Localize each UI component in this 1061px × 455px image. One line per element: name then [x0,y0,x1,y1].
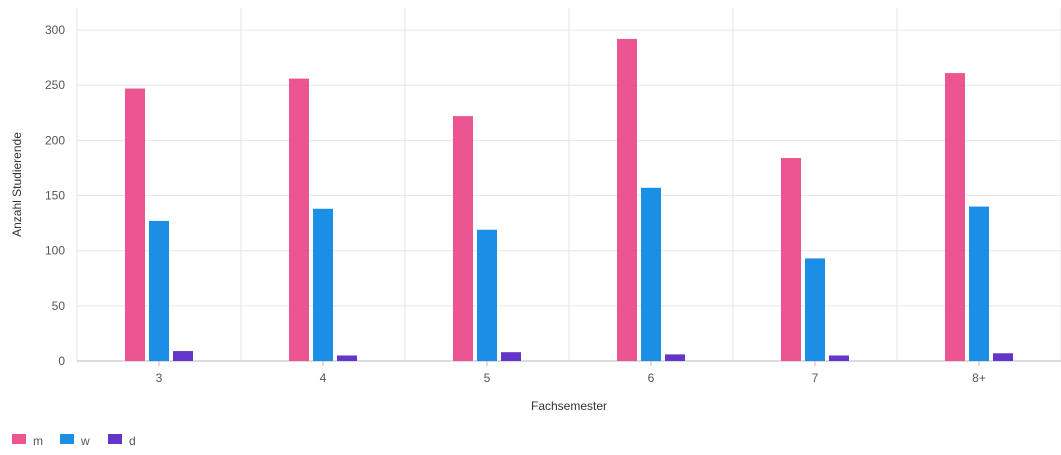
y-tick-label: 300 [45,23,65,37]
bar-d-6 [665,354,685,361]
x-tick-label: 6 [648,371,655,385]
bar-w-4 [313,208,333,361]
legend-item-m[interactable]: m [12,434,43,448]
x-tick-label: 4 [320,371,327,385]
y-tick-label: 200 [45,133,65,147]
bar-w-5 [477,229,497,361]
legend-label: d [129,434,136,448]
legend-swatch [108,434,122,444]
bar-w-6 [641,187,661,361]
bar-m-5 [453,116,473,361]
legend-item-d[interactable]: d [108,434,136,448]
legend-label: m [33,434,43,448]
bar-w-3 [149,220,169,361]
legend-item-w[interactable]: w [60,434,90,448]
x-axis-title: Fachsemester [531,399,607,413]
y-tick-label: 50 [52,299,66,313]
bars [125,38,1013,361]
bar-d-3 [173,351,193,361]
bar-d-5 [501,352,521,361]
legend-label: w [80,434,90,448]
bar-d-8+ [993,353,1013,361]
legend-swatch [12,434,26,444]
legend-swatch [60,434,74,444]
x-tick-label: 7 [812,371,819,385]
bar-w-7 [805,258,825,361]
axes [77,360,1061,366]
grid-lines [76,8,1061,361]
y-axis-title: Anzahl Studierende [10,132,24,237]
bar-m-3 [125,88,145,361]
bar-m-8+ [945,73,965,361]
bar-m-7 [781,158,801,361]
x-tick-label: 8+ [972,371,986,385]
bar-w-8+ [969,206,989,361]
x-tick-label: 3 [156,371,163,385]
y-tick-label: 100 [45,244,65,258]
bar-m-4 [289,78,309,361]
y-tick-label: 0 [58,354,65,368]
bar-d-4 [337,355,357,361]
tick-labels: 0 50 100 150 200 250 300 3 4 5 6 7 8+ [45,23,986,385]
bar-d-7 [829,355,849,361]
bar-m-6 [617,38,637,361]
y-tick-label: 250 [45,78,65,92]
x-tick-label: 5 [484,371,491,385]
y-tick-label: 150 [45,189,65,203]
